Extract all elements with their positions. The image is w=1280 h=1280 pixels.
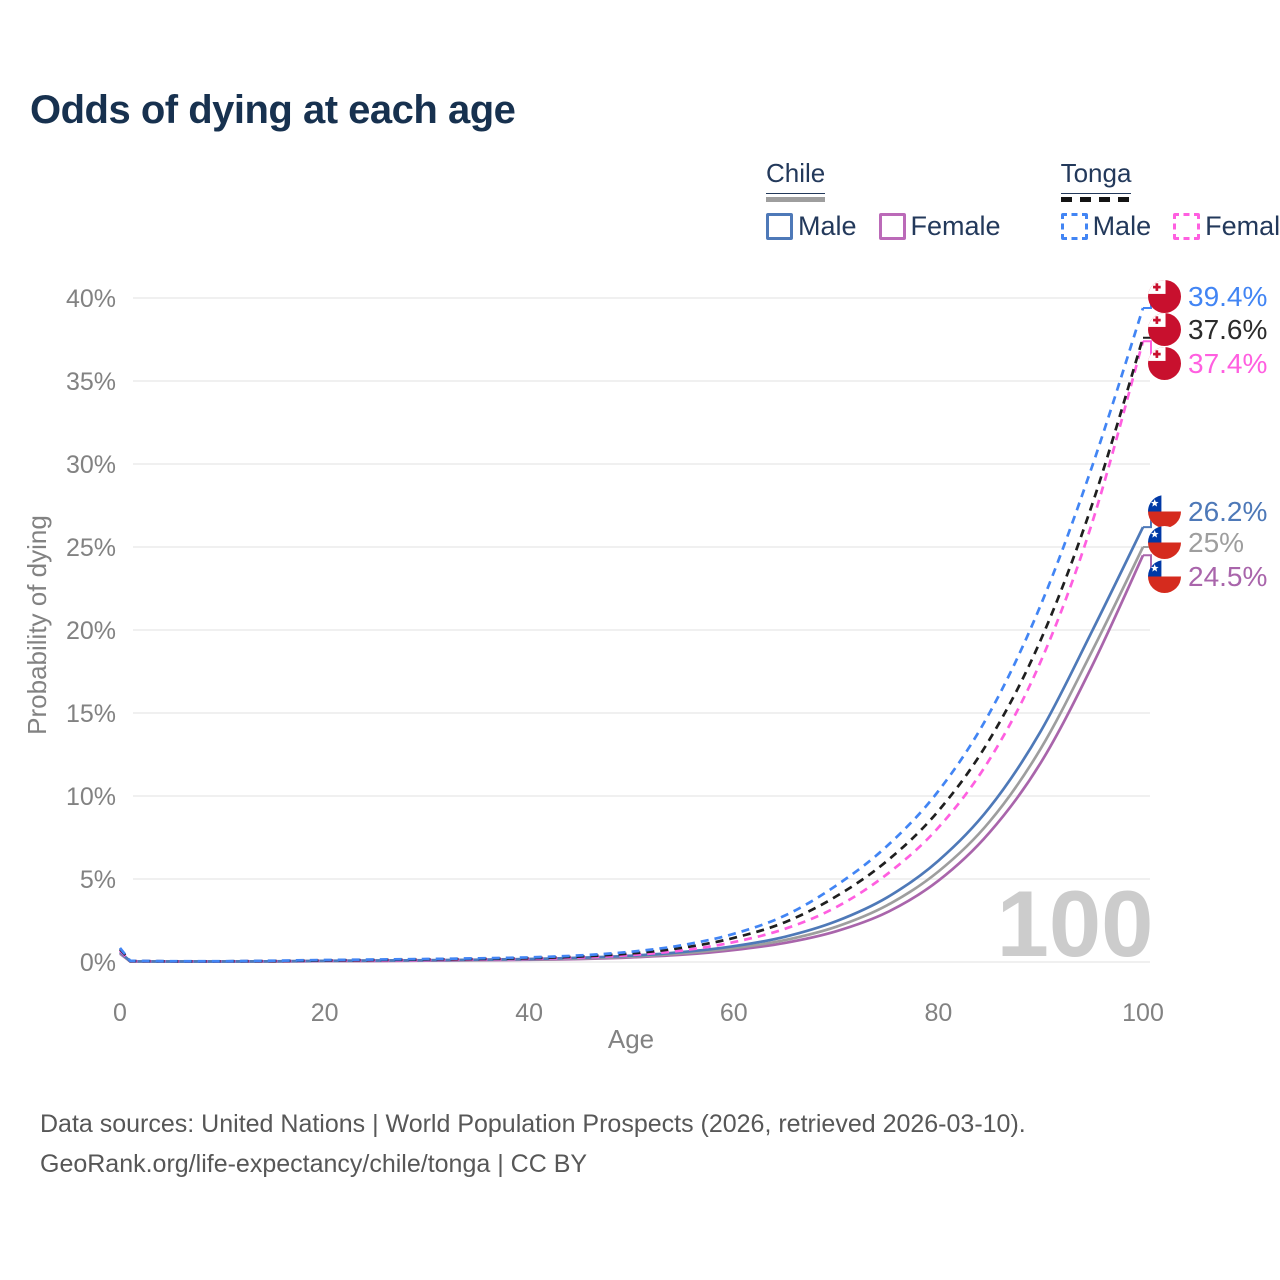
legend-group-header: Chile: [766, 158, 826, 202]
series-line-chile-male: [119, 526, 1145, 963]
legend-swatch-icon: [766, 213, 793, 240]
legend-item-chile-female[interactable]: Female: [878, 211, 1001, 242]
end-label-value: 39.4%: [1188, 280, 1268, 312]
legend-item-tonga-female[interactable]: Female: [1173, 211, 1280, 242]
legend-line-sample: [766, 197, 826, 202]
legend-item-chile-male[interactable]: Male: [766, 211, 857, 242]
series-line-tonga-male: [118, 307, 1145, 963]
series-line-tonga-all: [118, 337, 1145, 963]
legend-items: Male Female: [766, 211, 1001, 242]
end-label-chile-female: 24.5%: [1148, 560, 1267, 593]
tonga-flag-icon: [1148, 280, 1181, 313]
legend-line-sample: [1060, 197, 1132, 202]
footer-link-line: GeoRank.org/life-expectancy/chile/tonga …: [40, 1150, 588, 1178]
y-tick-label: 5%: [80, 866, 116, 894]
x-tick-label: 80: [924, 999, 952, 1027]
legend-swatch-icon: [878, 213, 906, 240]
y-tick-label: 0%: [80, 949, 116, 977]
y-tick-label: 30%: [66, 451, 116, 479]
x-tick-label: 100: [1122, 999, 1164, 1027]
legend-items: Male Female: [1060, 211, 1280, 242]
legend-group-tonga: Tonga Male Female: [1060, 158, 1280, 242]
end-label-chile-male: 26.2%: [1148, 495, 1267, 528]
end-label-value: 37.6%: [1188, 313, 1268, 345]
series-paths: [118, 307, 1145, 963]
page-title: Odds of dying at each age: [30, 88, 516, 132]
chile-flag-icon: [1148, 495, 1181, 528]
x-tick-label: 60: [720, 999, 748, 1027]
tonga-flag-icon: [1148, 313, 1181, 346]
y-tick-label: 40%: [66, 285, 116, 313]
legend-item-label: Female: [1205, 211, 1280, 241]
legend-group-title: Tonga: [1060, 158, 1132, 194]
legend-swatch-icon: [1173, 213, 1201, 240]
legend-item-label: Male: [1092, 211, 1152, 241]
tick-labels: 0% 5% 10% 15% 20% 25% 30% 35% 40% 0 20 40 60 80 100: [66, 285, 1164, 1027]
legend-swatch-icon: [1060, 213, 1088, 240]
end-label-value: 26.2%: [1188, 495, 1268, 527]
chile-flag-icon: [1148, 526, 1181, 559]
end-label-chile-all: 25%: [1148, 526, 1244, 559]
end-label-tonga-all: 37.6%: [1148, 313, 1267, 346]
end-label-value: 37.4%: [1188, 347, 1268, 379]
series-line-tonga-female: [119, 340, 1145, 963]
footer-source-line: Data sources: United Nations | World Pop…: [40, 1110, 1026, 1138]
legend: Chile Male Female Tonga Male Female: [766, 158, 1280, 242]
x-tick-label: 40: [515, 999, 543, 1027]
legend-group-header: Tonga: [1060, 158, 1132, 202]
chile-flag-icon: [1148, 560, 1181, 593]
x-axis-label: Age: [608, 1024, 654, 1054]
gridlines: [133, 297, 1150, 963]
x-tick-label: 20: [311, 999, 339, 1027]
legend-item-label: Male: [798, 211, 857, 241]
legend-item-label: Female: [910, 211, 1001, 241]
end-label-value: 25%: [1188, 526, 1245, 558]
y-axis-label: Probability of dying: [22, 515, 52, 735]
end-label-value: 24.5%: [1188, 560, 1268, 592]
age-watermark: 100: [997, 871, 1154, 976]
y-tick-label: 10%: [66, 783, 116, 811]
legend-group-title: Chile: [766, 158, 826, 194]
end-label-tonga-male: 39.4%: [1148, 280, 1267, 313]
end-label-tonga-female: 37.4%: [1148, 347, 1267, 380]
x-tick-label: 0: [113, 999, 127, 1027]
legend-item-tonga-male[interactable]: Male: [1060, 211, 1152, 242]
y-tick-label: 35%: [66, 368, 116, 396]
series-line-chile-female: [119, 554, 1145, 963]
y-tick-label: 15%: [66, 700, 116, 728]
footer: Data sources: United Nations | World Pop…: [40, 1104, 1026, 1184]
y-tick-label: 25%: [66, 534, 116, 562]
y-tick-label: 20%: [66, 617, 116, 645]
tonga-flag-icon: [1148, 347, 1181, 380]
series-line-chile-all: [119, 546, 1145, 963]
legend-group-chile: Chile Male Female: [766, 158, 1001, 242]
